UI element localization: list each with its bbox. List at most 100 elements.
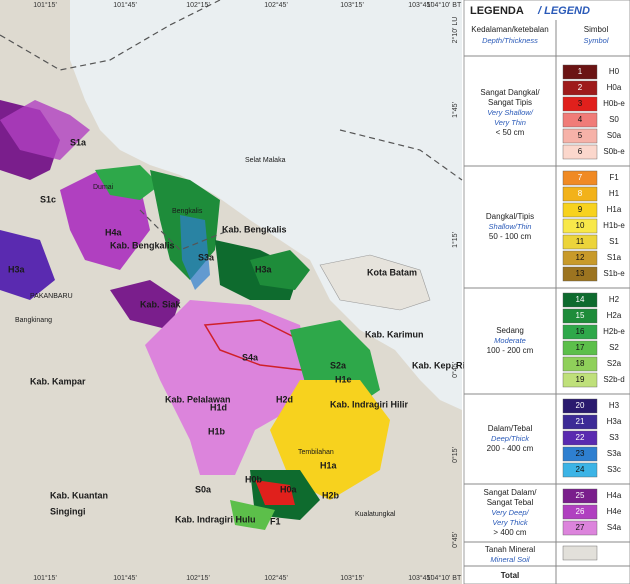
- class-number: 9: [578, 205, 583, 214]
- swatch: [562, 520, 598, 536]
- class-number: 4: [578, 115, 583, 124]
- class-number: 2: [578, 83, 583, 92]
- depth-class: 100 - 200 cm: [487, 346, 534, 355]
- class-number: 24: [576, 465, 585, 474]
- class-number: 1: [578, 67, 583, 76]
- swatch: [562, 80, 598, 96]
- swatch: [562, 414, 598, 430]
- peat-area: [0, 100, 90, 160]
- legend-header: Depth/Thickness: [482, 36, 538, 45]
- depth-class: Moderate: [494, 336, 526, 345]
- map-label: H1e: [335, 374, 352, 384]
- map-label: Selat Malaka: [245, 157, 286, 164]
- swatch: [562, 430, 598, 446]
- class-symbol: H3: [609, 401, 620, 410]
- map-label: H1d: [210, 402, 227, 412]
- swatch: [562, 372, 598, 388]
- swatch: [562, 462, 598, 478]
- depth-class: Sangat Tebal: [487, 498, 534, 507]
- map-label: H4a: [105, 227, 123, 237]
- legend-header: Symbol: [583, 36, 608, 45]
- map-label: Kab. Indragiri Hilir: [330, 399, 409, 409]
- class-symbol: H1a: [607, 205, 622, 214]
- map-label: S4a: [242, 352, 259, 362]
- map-label: H2d: [276, 394, 293, 404]
- swatch: [562, 292, 598, 308]
- map-label: Kab. Kep. Riau: [412, 360, 476, 370]
- class-symbol: H3a: [607, 417, 622, 426]
- coordinate-label: 101°15': [33, 574, 57, 582]
- class-symbol: S0a: [607, 131, 622, 140]
- island: [250, 250, 310, 290]
- coordinate-label: 102°15': [186, 1, 210, 9]
- peat-area: [95, 165, 160, 200]
- swatch: [562, 128, 598, 144]
- map-label: S0a: [195, 484, 212, 494]
- class-symbol: H1: [609, 189, 620, 198]
- class-number: 18: [576, 359, 585, 368]
- swatch: [562, 340, 598, 356]
- swatch: [562, 96, 598, 112]
- legend-header: Simbol: [584, 25, 609, 34]
- class-number: 3: [578, 99, 583, 108]
- coordinate-label: 101°45': [113, 574, 137, 582]
- class-symbol: S1: [609, 237, 619, 246]
- swatch: [562, 186, 598, 202]
- coordinate-label: 104°10' BT: [427, 574, 462, 582]
- coordinate-label: 103°15': [340, 1, 364, 9]
- coordinate-label: 103°45': [408, 1, 432, 9]
- legend-title: LEGENDA: [470, 5, 524, 17]
- coordinate-label: 102°15': [186, 574, 210, 582]
- class-number: 17: [576, 343, 585, 352]
- swatch: [562, 64, 598, 80]
- class-number: 22: [576, 433, 585, 442]
- map-label: Kab. Siak: [140, 299, 182, 309]
- map-label: Kab. Karimun: [365, 329, 424, 339]
- sea: [70, 0, 462, 410]
- class-number: 7: [578, 173, 583, 182]
- swatch: [562, 356, 598, 372]
- class-number: 20: [576, 401, 585, 410]
- class-symbol: H4e: [607, 507, 622, 516]
- map-label: H0a: [280, 484, 298, 494]
- depth-class: Very Shallow/: [487, 108, 533, 117]
- swatch: [562, 488, 598, 504]
- class-number: 15: [576, 311, 585, 320]
- map-label: H3a: [8, 264, 26, 274]
- map-label: Kab. Bengkalis: [222, 224, 287, 234]
- legend-header: Kedalaman/ketebalan: [471, 25, 548, 34]
- class-number: 11: [576, 237, 585, 246]
- depth-class: Dalam/Tebal: [488, 424, 533, 433]
- map-label: H1b: [208, 426, 226, 436]
- class-number: 12: [576, 253, 585, 262]
- depth-class: Deep/Thick: [491, 434, 530, 443]
- coordinate-label: 103°15': [340, 574, 364, 582]
- map-label: Singingi: [50, 506, 86, 516]
- map-label: Kab. Pelalawan: [165, 394, 231, 404]
- class-symbol: H2b-e: [603, 327, 625, 336]
- class-symbol: H2: [609, 295, 620, 304]
- depth-class: Very Deep/: [491, 508, 529, 517]
- coordinate-label: 101°45': [113, 1, 137, 9]
- legend: LEGENDA / LEGEND Kedalaman/ketebalan Dep…: [463, 0, 630, 584]
- depth-class: Sangat Tipis: [488, 98, 532, 107]
- class-symbol: H2a: [607, 311, 622, 320]
- peat-area: [255, 480, 295, 505]
- map-label: S3a: [198, 252, 215, 262]
- class-symbol: S1b-e: [603, 269, 625, 278]
- swatch: [562, 234, 598, 250]
- class-symbol: S0: [609, 115, 619, 124]
- class-symbol: S0b-e: [603, 147, 625, 156]
- map-label: H0b: [245, 474, 263, 484]
- class-number: 16: [576, 327, 585, 336]
- class-number: 21: [576, 417, 585, 426]
- map-label: H3a: [255, 264, 273, 274]
- depth-class: Sangat Dalam/: [484, 488, 538, 497]
- class-number: 6: [578, 147, 583, 156]
- depth-class: Very Thin: [494, 118, 526, 127]
- map-label: Tembilahan: [298, 449, 334, 456]
- total-label: Total: [501, 571, 520, 580]
- map-label: Kualatungkal: [355, 511, 396, 518]
- mineral-label-en: Mineral Soil: [490, 555, 530, 564]
